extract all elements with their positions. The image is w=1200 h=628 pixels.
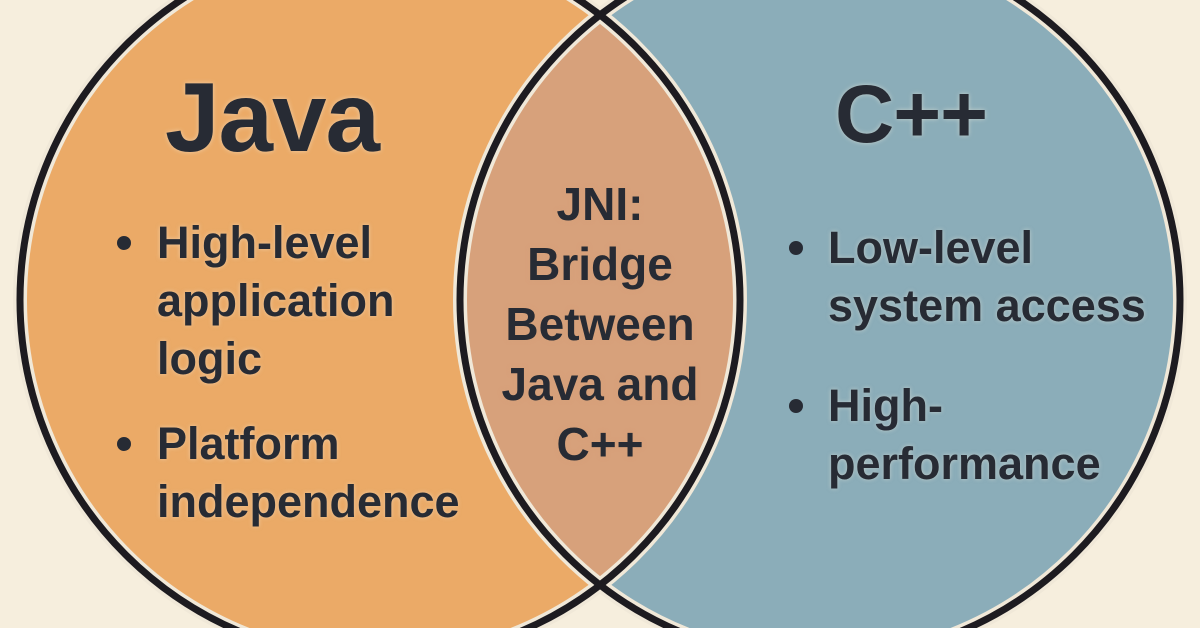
- text-line: JNI:: [556, 178, 644, 230]
- list-item-text: High-level application logic: [117, 214, 395, 388]
- text-line: independence: [157, 476, 460, 527]
- cpp-list-item: Low-level system access: [789, 219, 1146, 335]
- bullet-icon: [789, 399, 803, 413]
- java-circle-outline: [16, 0, 744, 628]
- text-line: logic: [157, 333, 263, 384]
- cpp-title: C++: [835, 69, 988, 160]
- text-line: Platform: [157, 418, 340, 469]
- text-line: Java and: [501, 358, 699, 410]
- list-item-text: Platform independence: [117, 415, 460, 531]
- text-line: High-: [828, 380, 943, 431]
- text-line: C++: [556, 418, 644, 470]
- text-line: Bridge: [527, 238, 673, 290]
- bullet-icon: [117, 437, 131, 451]
- text-line: application: [157, 275, 395, 326]
- bullet-icon: [117, 236, 131, 250]
- text-line: system access: [828, 280, 1146, 331]
- text-line: performance: [828, 438, 1101, 489]
- text-line: Low-level: [828, 222, 1034, 273]
- list-item-text: High- performance: [789, 377, 1101, 493]
- cpp-circle-outline: [456, 0, 1184, 628]
- cpp-list-item: High- performance: [789, 377, 1101, 493]
- overlap-lens-shape: [460, 0, 740, 628]
- list-item-text: Low-level system access: [789, 219, 1146, 335]
- text-line: High-level: [157, 217, 373, 268]
- text-line: Between: [505, 298, 695, 350]
- overlap-label: JNI: Bridge Between Java and C++: [470, 174, 730, 474]
- java-title: Java: [164, 62, 380, 172]
- java-list-item: High-level application logic: [117, 214, 395, 388]
- java-list-item: Platform independence: [117, 415, 460, 531]
- bullet-icon: [789, 241, 803, 255]
